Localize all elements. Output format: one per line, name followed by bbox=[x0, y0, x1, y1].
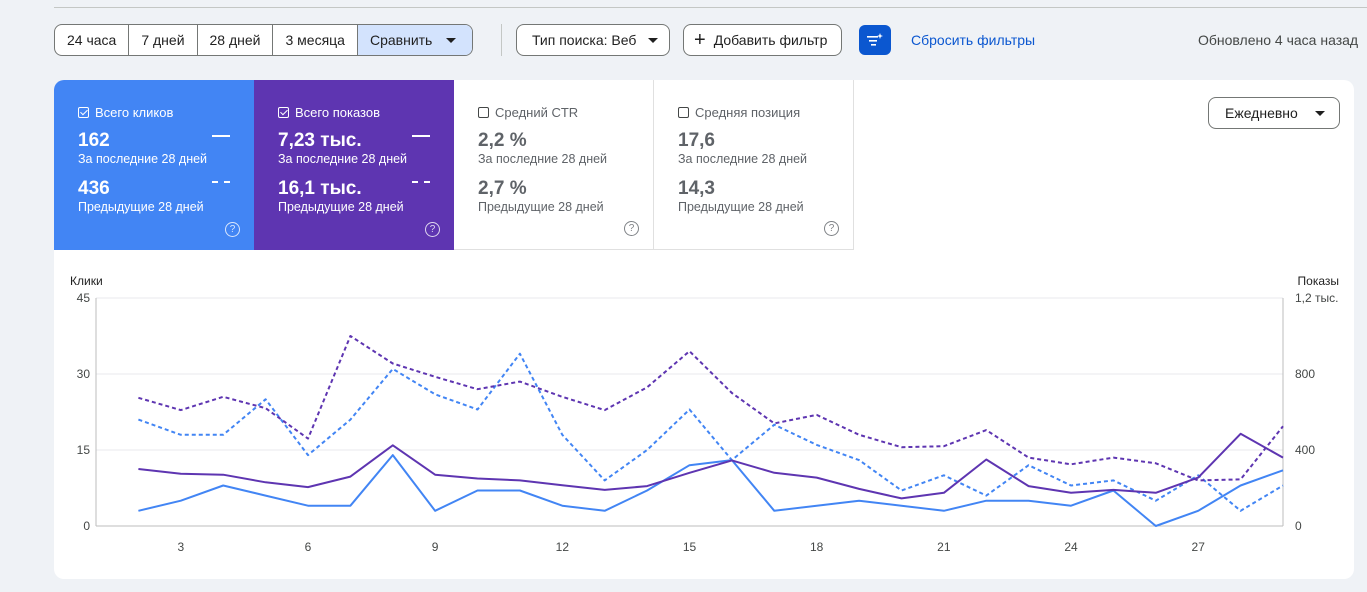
add-filter-button[interactable]: + Добавить фильтр bbox=[683, 24, 843, 56]
metric-header: Средний CTR bbox=[478, 104, 653, 120]
date-range-selector: 24 часа 7 дней 28 дней 3 месяца Сравнить bbox=[54, 24, 474, 56]
metric-header: Всего кликов bbox=[78, 104, 254, 120]
caret-down-icon bbox=[648, 37, 659, 43]
metric-header: Всего показов bbox=[278, 104, 454, 120]
performance-chart: 0 0 15 400 30 800 45 1,2 тыс. Клики Показы 3 6 9 12 15… bbox=[70, 274, 1339, 554]
last-updated-text: Обновлено 4 часа назад bbox=[1198, 32, 1359, 48]
metric-previous-period: Предыдущие 28 дней bbox=[78, 200, 204, 214]
dashed-line-legend-icon bbox=[212, 181, 230, 183]
metric-previous-value: 2,7 % bbox=[478, 178, 527, 199]
filter-sparkle-icon bbox=[867, 33, 883, 46]
filter-options-button[interactable] bbox=[859, 25, 891, 55]
plus-icon: + bbox=[694, 29, 706, 51]
granularity-label: Ежедневно bbox=[1225, 105, 1298, 121]
metric-previous-value: 14,3 bbox=[678, 178, 715, 199]
series-line-impressions_previous bbox=[138, 335, 1284, 482]
series-line-impressions_current bbox=[138, 432, 1284, 500]
metric-current-period: За последние 28 дней bbox=[478, 152, 608, 166]
y-left-axis-label: Клики bbox=[70, 274, 103, 288]
metric-previous-value: 436 bbox=[78, 178, 110, 199]
y-right-tick-label: 800 bbox=[1295, 367, 1315, 381]
range-7d-button[interactable]: 7 дней bbox=[129, 25, 198, 55]
metric-previous-period: Предыдущие 28 дней bbox=[278, 200, 404, 214]
series-line-clicks_previous bbox=[138, 352, 1284, 512]
granularity-dropdown[interactable]: Ежедневно bbox=[1208, 97, 1340, 129]
compare-button[interactable]: Сравнить bbox=[357, 25, 473, 55]
x-tick-label: 9 bbox=[432, 540, 439, 554]
reset-filters-link[interactable]: Сбросить фильтры bbox=[911, 32, 1036, 48]
x-tick-label: 18 bbox=[810, 540, 824, 554]
metric-previous-period: Предыдущие 28 дней bbox=[478, 200, 604, 214]
y-right-axis-label: Показы bbox=[1298, 274, 1339, 288]
checkbox-unchecked-icon[interactable] bbox=[478, 106, 489, 118]
search-type-label: Тип поиска: Веб bbox=[532, 32, 637, 48]
checkbox-checked-icon[interactable] bbox=[278, 106, 289, 118]
x-tick-label: 27 bbox=[1192, 540, 1206, 554]
performance-card: Всего кликов 162 За последние 28 дней 43… bbox=[54, 80, 1354, 579]
metric-current-period: За последние 28 дней bbox=[278, 152, 408, 166]
metric-label: Средний CTR bbox=[495, 104, 579, 120]
metric-label: Всего показов bbox=[295, 104, 380, 120]
toolbar-separator bbox=[501, 24, 502, 56]
range-28d-button[interactable]: 28 дней bbox=[198, 25, 274, 55]
dashed-line-legend-icon bbox=[412, 181, 430, 183]
search-type-dropdown[interactable]: Тип поиска: Веб bbox=[516, 24, 671, 56]
range-24h-button[interactable]: 24 часа bbox=[55, 25, 130, 55]
metric-tile-impressions[interactable]: Всего показов 7,23 тыс. За последние 28 … bbox=[254, 80, 454, 250]
x-tick-label: 12 bbox=[556, 540, 570, 554]
add-filter-label: Добавить фильтр bbox=[713, 32, 828, 48]
series-line-clicks_current bbox=[138, 454, 1284, 527]
solid-line-legend-icon bbox=[412, 135, 430, 137]
x-tick-label: 15 bbox=[683, 540, 697, 554]
x-tick-label: 3 bbox=[177, 540, 184, 554]
metric-current-period: За последние 28 дней bbox=[78, 152, 208, 166]
metric-current-value: 2,2 % bbox=[478, 130, 527, 151]
caret-down-icon bbox=[1315, 110, 1325, 116]
x-tick-label: 24 bbox=[1064, 540, 1078, 554]
x-tick-label: 6 bbox=[305, 540, 312, 554]
metric-header: Средняя позиция bbox=[678, 104, 853, 120]
metric-current-value: 7,23 тыс. bbox=[278, 130, 362, 151]
caret-down-icon bbox=[446, 37, 457, 43]
metric-current-period: За последние 28 дней bbox=[678, 152, 808, 166]
x-tick-label: 21 bbox=[937, 540, 951, 554]
toolbar: 24 часа 7 дней 28 дней 3 месяца Сравнить… bbox=[54, 24, 1367, 56]
top-divider bbox=[54, 7, 1367, 8]
y-left-tick-label: 30 bbox=[77, 367, 91, 381]
metric-previous-period: Предыдущие 28 дней bbox=[678, 200, 804, 214]
y-right-tick-label: 1,2 тыс. bbox=[1295, 291, 1338, 305]
y-left-tick-label: 45 bbox=[77, 291, 91, 305]
compare-label: Сравнить bbox=[369, 32, 433, 48]
metric-current-value: 17,6 bbox=[678, 130, 715, 151]
metric-previous-value: 16,1 тыс. bbox=[278, 178, 362, 199]
checkbox-unchecked-icon[interactable] bbox=[678, 106, 689, 118]
y-right-tick-label: 0 bbox=[1295, 519, 1302, 533]
help-icon[interactable]: ? bbox=[225, 222, 240, 237]
help-icon[interactable]: ? bbox=[425, 222, 440, 237]
y-right-tick-label: 400 bbox=[1295, 443, 1315, 457]
y-left-tick-label: 15 bbox=[77, 443, 91, 457]
metric-tile-clicks[interactable]: Всего кликов 162 За последние 28 дней 43… bbox=[54, 80, 254, 250]
metric-tile-position[interactable]: Средняя позиция 17,6 За последние 28 дне… bbox=[654, 80, 854, 250]
checkbox-checked-icon[interactable] bbox=[78, 106, 89, 118]
metric-tile-ctr[interactable]: Средний CTR 2,2 % За последние 28 дней 2… bbox=[454, 80, 654, 250]
help-icon[interactable]: ? bbox=[624, 221, 639, 236]
help-icon[interactable]: ? bbox=[824, 221, 839, 236]
metric-current-value: 162 bbox=[78, 130, 110, 151]
metric-label: Всего кликов bbox=[95, 104, 174, 120]
y-left-tick-label: 0 bbox=[83, 519, 90, 533]
solid-line-legend-icon bbox=[212, 135, 230, 137]
range-3m-button[interactable]: 3 месяца bbox=[273, 25, 358, 55]
metric-label: Средняя позиция bbox=[695, 104, 801, 120]
